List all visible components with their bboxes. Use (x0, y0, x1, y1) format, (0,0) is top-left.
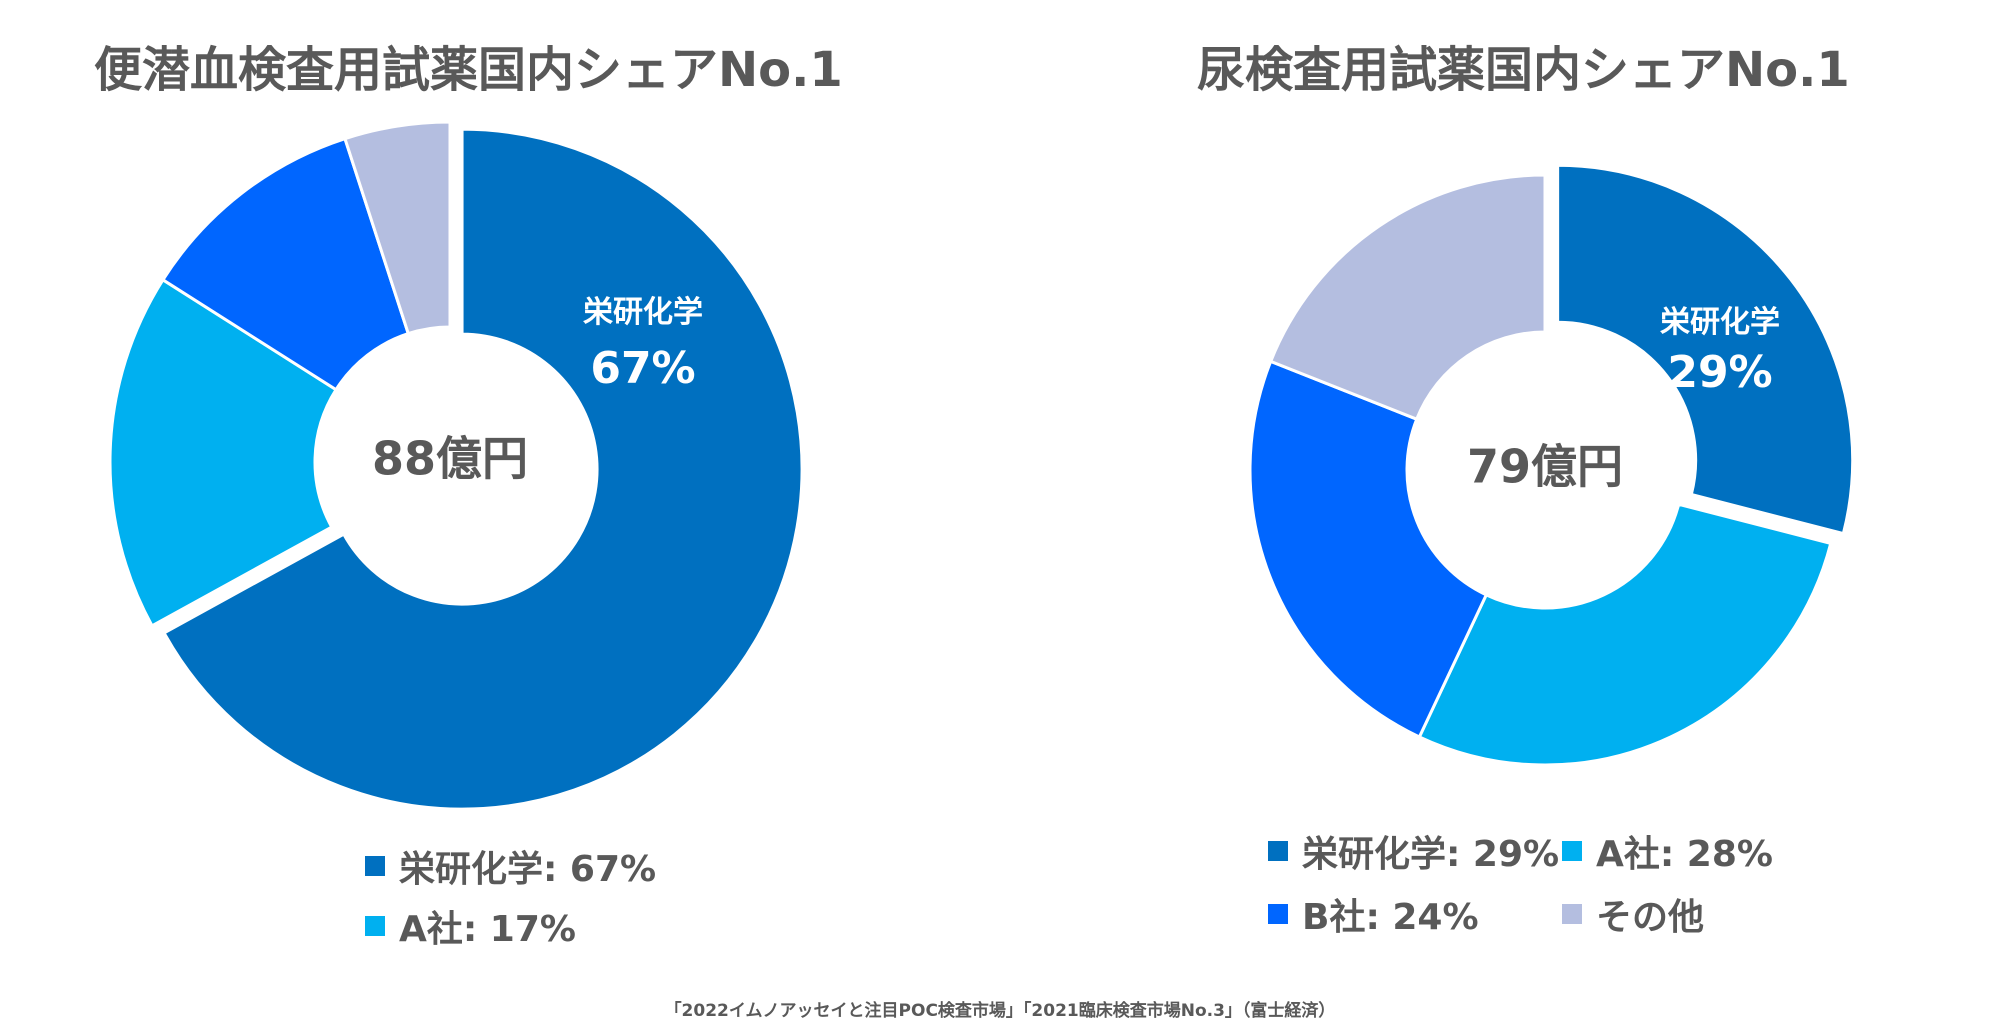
legend-label: 栄研化学: 29% (1302, 834, 1560, 875)
source-note: 「2022イムノアッセイと注目POC検査市場」「2021臨床検査市場No.3」（… (664, 1001, 1336, 1021)
legend-swatch (1562, 904, 1582, 924)
chart-title-urinalysis: 尿検査用試薬国内シェアNo.1 (1197, 42, 1850, 98)
donut-slice-2 (108, 277, 339, 628)
donut-slice-1 (162, 127, 804, 811)
legend-item: A社: 28% (1562, 825, 1773, 877)
slice-label-percent: 29% (1667, 347, 1772, 398)
legend-swatch (1268, 841, 1288, 861)
slice-label-name: 栄研化学 (583, 295, 703, 330)
donut-slice-1 (1556, 163, 1855, 536)
donut-slice-3 (160, 136, 411, 392)
legend-label: 栄研化学: 67% (399, 849, 657, 890)
legend-item: 栄研化学: 29% (1268, 825, 1559, 877)
legend-swatch (365, 856, 385, 876)
legend-swatch (1562, 841, 1582, 861)
legend-label: B社: 24% (1302, 897, 1479, 938)
donut-slice-4 (343, 120, 452, 336)
legend-swatch (1268, 904, 1288, 924)
legend-label: A社: 17% (399, 909, 576, 950)
legend-label: A社: 28% (1596, 834, 1773, 875)
donut-chart-urinalysis: 79億円 栄研化学 29% (1248, 163, 1855, 767)
legend-label: その他 (1596, 897, 1705, 938)
center-total-label: 79億円 (1467, 440, 1623, 494)
legend-swatch (365, 916, 385, 936)
slice-label-percent: 67% (590, 343, 695, 394)
donut-slice-3 (1248, 359, 1489, 739)
slice-label-name: 栄研化学 (1660, 305, 1780, 340)
legend-item: 栄研化学: 67% (365, 840, 656, 892)
donut-chart-fecal-occult-blood: 88億円 栄研化学 67% (108, 120, 804, 811)
center-total-label: 88億円 (372, 432, 528, 486)
donut-slice-4 (1268, 173, 1547, 422)
legend-item: A社: 17% (365, 900, 576, 952)
chart-title-fecal-occult-blood: 便潜血検査用試薬国内シェアNo.1 (94, 42, 843, 98)
donut-slice-2 (1417, 502, 1833, 767)
legend-item: B社: 24% (1268, 888, 1479, 940)
legend-item: その他 (1562, 888, 1704, 940)
